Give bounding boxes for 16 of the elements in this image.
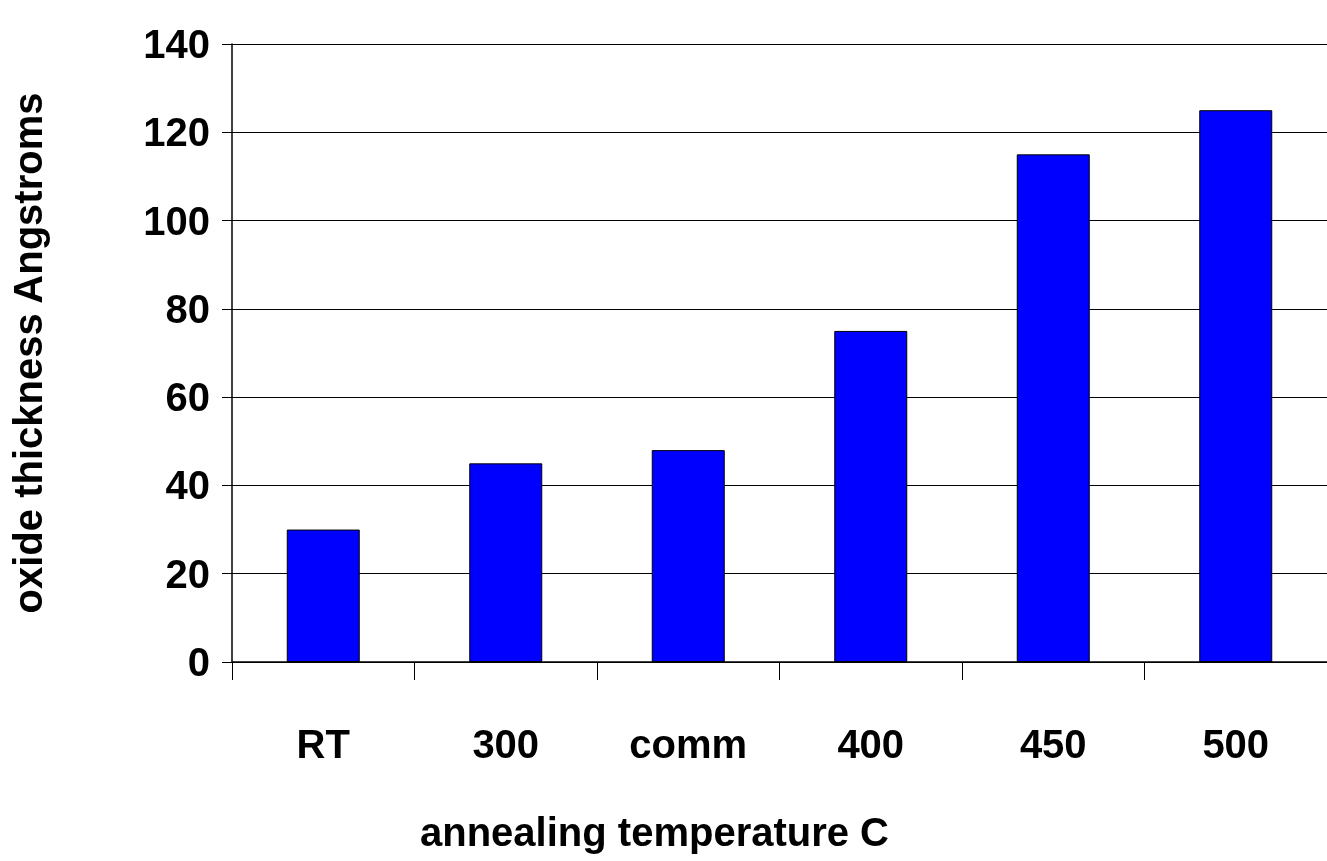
y-tick-label: 120 [143, 110, 210, 155]
y-tick-label: 100 [143, 198, 210, 243]
x-tick-label: 450 [1019, 722, 1087, 766]
x-tick-label: 500 [1202, 722, 1270, 766]
y-tick-label: 20 [165, 551, 210, 596]
y-axis-title: oxide thickness Angstroms [6, 92, 50, 614]
x-tick-label: 400 [837, 722, 905, 766]
y-tick-label: 140 [143, 22, 210, 66]
x-tick-label: comm [629, 722, 748, 766]
y-tick-label: 40 [165, 463, 210, 508]
y-tick-label: 80 [165, 286, 210, 331]
x-axis-title: annealing temperature C [419, 810, 890, 854]
x-tick-label: RT [296, 722, 350, 766]
x-tick-label: 300 [472, 722, 540, 766]
y-tick-label: 60 [165, 375, 210, 420]
y-tick-label: 0 [187, 640, 210, 684]
